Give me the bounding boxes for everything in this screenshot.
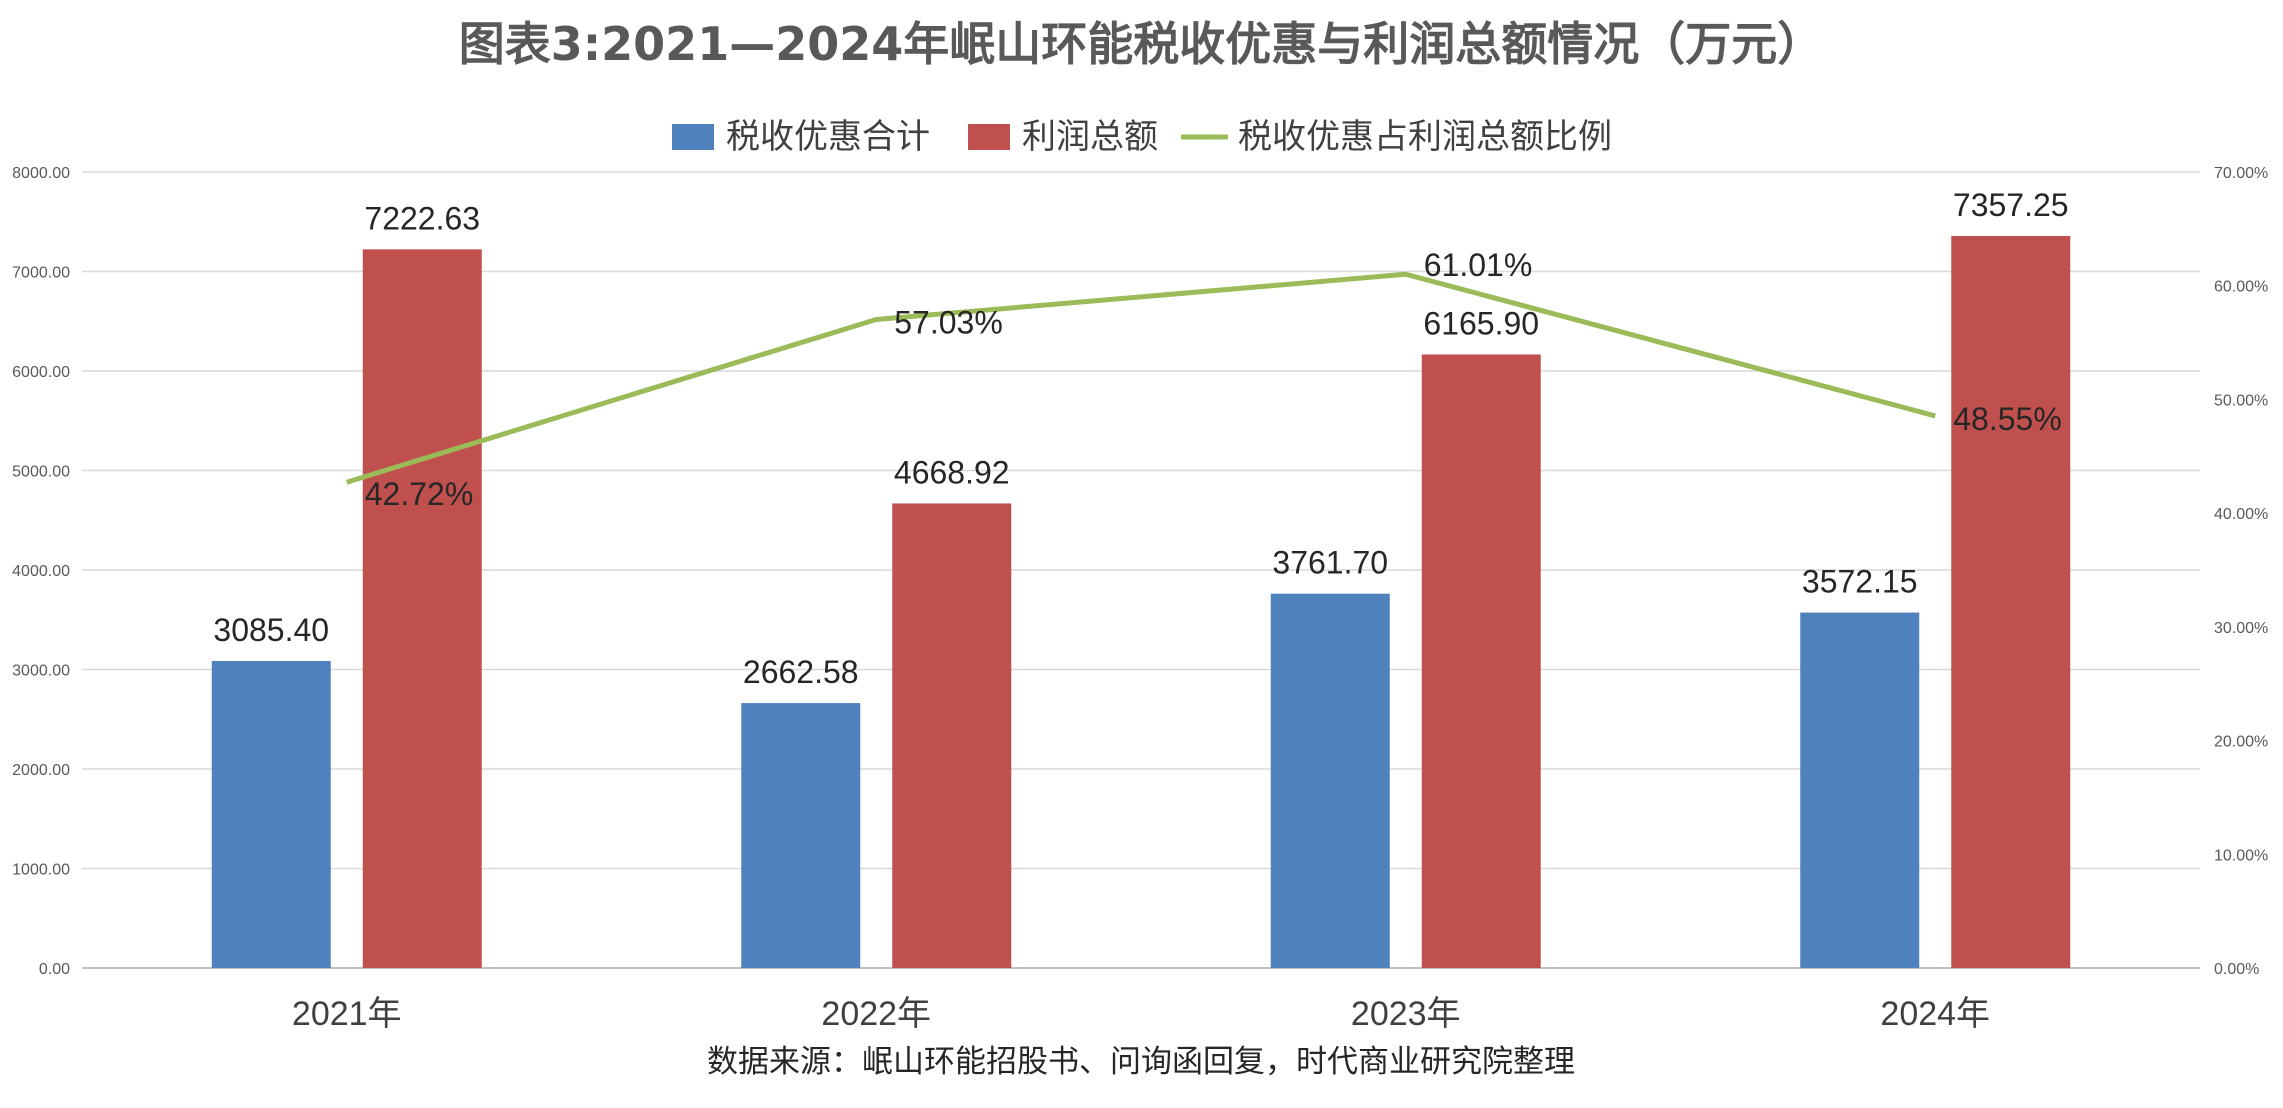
ratio-value-label: 57.03% — [894, 304, 1003, 340]
y-left-tick-label: 5000.00 — [12, 464, 70, 481]
ratio-polyline — [346, 271, 1936, 485]
y-left-tick-label: 1000.00 — [12, 862, 70, 879]
bar-value-label: 4668.92 — [894, 454, 1010, 490]
y-left-tick-label: 4000.00 — [12, 563, 70, 580]
y-right-tick-label: 70.00% — [2214, 165, 2268, 182]
y-right-tick-label: 50.00% — [2214, 392, 2268, 409]
legend-label-ratio: 税收优惠占利润总额比例 — [1238, 117, 1612, 157]
bar-tax-benefit — [741, 703, 861, 968]
bar-tax-benefit — [1270, 593, 1390, 968]
y-axis-left: 0.00 1000.00 2000.00 3000.00 4000.00 5000.00 6… — [12, 165, 70, 978]
source-note: 数据来源：岷山环能招股书、问询函回复，时代商业研究院整理 — [707, 1044, 1575, 1080]
bar-value-label: 3572.15 — [1802, 564, 1918, 600]
ratio-value-label: 48.55% — [1953, 401, 2062, 437]
bar-value-label: 7357.25 — [1953, 187, 2069, 223]
x-tick-label: 2024年 — [1880, 995, 1990, 1033]
y-right-tick-label: 30.00% — [2214, 620, 2268, 637]
y-left-tick-label: 3000.00 — [12, 663, 70, 680]
bar-total-profit — [1421, 354, 1541, 969]
ratio-value-label: 61.01% — [1424, 247, 1533, 283]
y-right-tick-label: 0.00% — [2214, 961, 2259, 978]
y-left-tick-label: 8000.00 — [12, 165, 70, 182]
x-tick-label: 2022年 — [821, 995, 931, 1033]
y-left-tick-label: 2000.00 — [12, 762, 70, 779]
y-right-tick-label: 40.00% — [2214, 506, 2268, 523]
legend-label-total-profit: 利润总额 — [1022, 117, 1158, 157]
legend-swatch-total-profit — [968, 124, 1010, 150]
bar-value-label: 3085.40 — [213, 612, 329, 648]
bar-total-profit — [362, 249, 482, 968]
bar-value-label: 6165.90 — [1423, 305, 1539, 341]
y-right-tick-label: 20.00% — [2214, 734, 2268, 751]
bar-tax-benefit — [1800, 612, 1920, 968]
bar-value-label: 3761.70 — [1272, 545, 1388, 581]
bar-total-profit — [892, 503, 1012, 968]
bar-value-label: 2662.58 — [743, 654, 859, 690]
legend-swatch-tax-benefit — [672, 124, 714, 150]
x-tick-label: 2023年 — [1351, 995, 1461, 1033]
y-left-tick-label: 0.00 — [39, 961, 70, 978]
legend-label-tax-benefit: 税收优惠合计 — [726, 117, 930, 157]
y-left-tick-label: 6000.00 — [12, 364, 70, 381]
x-tick-label: 2021年 — [292, 995, 402, 1033]
chart-title: 图表3:2021—2024年岷山环能税收优惠与利润总额情况（万元） — [459, 17, 1823, 71]
bar-value-label: 7222.63 — [364, 200, 480, 236]
y-left-tick-label: 7000.00 — [12, 265, 70, 282]
bar-total-profit — [1951, 235, 2071, 969]
legend: 税收优惠合计 利润总额 税收优惠占利润总额比例 — [672, 117, 1612, 157]
ratio-line — [346, 271, 1936, 485]
x-axis: 2021年 2022年 2023年 2024年 — [292, 995, 1990, 1033]
bars — [211, 235, 2071, 969]
y-right-tick-label: 10.00% — [2214, 847, 2268, 864]
ratio-value-label: 42.72% — [365, 476, 474, 512]
y-right-tick-label: 60.00% — [2214, 279, 2268, 296]
bar-tax-benefit — [211, 661, 331, 968]
y-axis-right: 0.00% 10.00% 20.00% 30.00% 40.00% 50.00% 60.00… — [2214, 165, 2268, 978]
data-labels: 3085.40 2662.58 3761.70 3572.15 7222.63 4668.… — [213, 187, 2068, 690]
